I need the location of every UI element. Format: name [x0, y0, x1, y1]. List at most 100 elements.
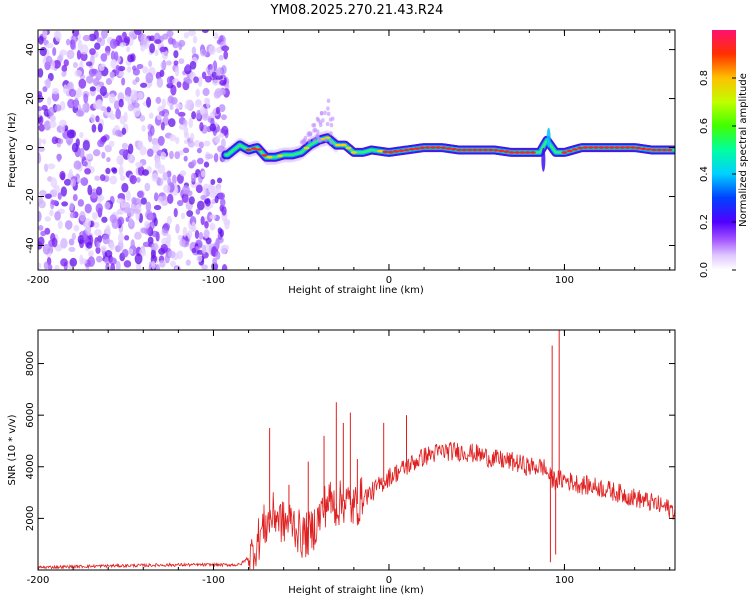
noise-blob [146, 96, 152, 108]
noise-blob [66, 82, 73, 91]
noise-blob [79, 132, 84, 139]
noise-blob [105, 167, 111, 175]
noise-blob [198, 231, 204, 240]
noise-blob [65, 38, 71, 46]
noise-blob [182, 226, 188, 237]
noise-blob [38, 124, 45, 132]
noise-blob [66, 49, 75, 60]
noise-blob [85, 75, 94, 84]
noise-blob [75, 109, 84, 117]
noise-blob [160, 243, 168, 253]
noise-blob [190, 172, 197, 183]
noise-blob [202, 87, 210, 97]
noise-blob [156, 114, 162, 120]
noise-blob [132, 68, 140, 76]
noise-blob [166, 82, 174, 89]
snr-x-label: Height of straight line (km) [288, 585, 424, 596]
snr-y-tick-label: 6000 [25, 402, 36, 427]
ridge-plume [315, 134, 319, 140]
noise-blob [121, 142, 128, 150]
snr-frame [37, 329, 676, 571]
noise-blob [218, 132, 225, 139]
noise-blob [149, 43, 156, 54]
noise-blob [185, 99, 194, 106]
noise-blob [185, 259, 191, 266]
noise-blob [73, 224, 80, 232]
noise-blob [221, 65, 227, 75]
noise-blob [95, 70, 102, 81]
noise-blob [59, 170, 66, 180]
noise-blob [128, 31, 137, 38]
noise-blob [84, 225, 92, 235]
noise-blob [220, 198, 226, 207]
colorbar-tick-label: 0.8 [699, 70, 710, 86]
noise-blob [99, 85, 108, 97]
ridge-plume [318, 122, 323, 128]
noise-blob [170, 97, 178, 105]
noise-blob [213, 152, 219, 163]
noise-blob [93, 221, 100, 229]
noise-blob [221, 264, 228, 270]
noise-blob [204, 220, 209, 229]
ridge-core [471, 148, 478, 152]
noise-blob [176, 173, 184, 184]
noise-blob [68, 246, 76, 253]
noise-blob [136, 63, 144, 70]
noise-blob [179, 170, 187, 177]
ridge-spike [546, 127, 551, 148]
noise-blob [84, 203, 92, 214]
noise-blob [174, 151, 181, 160]
ridge-plume [303, 135, 308, 141]
noise-blob [54, 211, 61, 221]
noise-blob [79, 211, 86, 222]
noise-blob [60, 258, 68, 267]
noise-blob [116, 198, 124, 204]
noise-blob [47, 96, 52, 106]
noise-blob [195, 184, 203, 194]
ridge-core [640, 147, 647, 151]
noise-blob [49, 120, 57, 129]
colorbar-ticks: 0.0 0.2 0.4 0.6 0.8 [699, 70, 736, 278]
noise-blob [154, 49, 159, 56]
noise-blob [145, 201, 152, 212]
ridge-core [350, 151, 357, 154]
noise-blob [195, 208, 201, 215]
noise-blob [38, 115, 44, 125]
noise-blob [50, 199, 59, 206]
noise-blob [44, 193, 52, 199]
noise-blob [127, 54, 134, 63]
noise-blob [83, 93, 89, 104]
noise-blob [130, 89, 138, 101]
noise-blob [117, 216, 125, 226]
noise-blob [57, 220, 63, 230]
noise-blob [162, 33, 169, 40]
noise-blob [187, 140, 195, 148]
ridge-core [666, 148, 673, 152]
noise-blob [47, 163, 56, 170]
ridge-core [408, 147, 415, 151]
noise-blob [118, 98, 124, 108]
noise-blob [169, 134, 177, 142]
noise-blob [38, 106, 43, 112]
snr-line [38, 441, 675, 570]
ridge-core [345, 146, 352, 150]
noise-blob [118, 165, 124, 177]
colorbar-gradient [712, 30, 736, 270]
ridge-plume [317, 137, 322, 142]
noise-blob [59, 49, 68, 56]
noise-blob [176, 250, 184, 260]
noise-blob [40, 230, 47, 237]
ridge-plume [313, 127, 318, 133]
ridge-plume [328, 117, 333, 122]
noise-blob [90, 188, 98, 199]
spectrogram-y-tick-label: -40 [25, 237, 36, 253]
ridge-plume [325, 121, 330, 127]
noise-blob [178, 42, 183, 51]
spectrogram-y-label: Frequency (Hz) [7, 112, 18, 188]
noise-blob [117, 232, 124, 244]
ridge-plume [321, 118, 325, 123]
noise-blob [84, 168, 91, 175]
noise-blob [131, 197, 137, 205]
